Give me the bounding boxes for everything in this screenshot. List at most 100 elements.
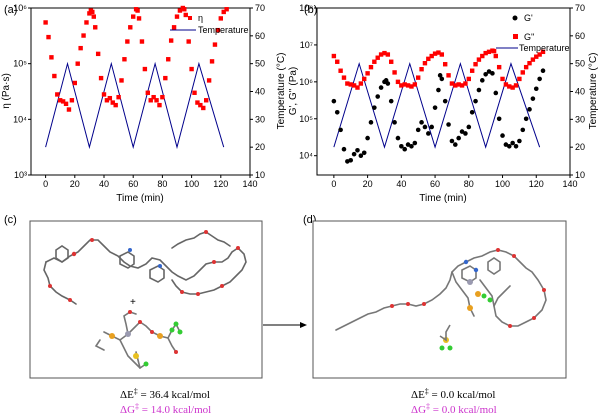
data-point	[422, 60, 428, 66]
plus-sign-c: +	[130, 297, 136, 308]
data-point	[63, 101, 69, 107]
data-point	[135, 8, 140, 13]
x-axis-label-a: Time (min)	[116, 193, 163, 204]
data-point	[540, 68, 546, 74]
x-tick-label: 60	[430, 179, 440, 189]
data-point	[91, 14, 96, 19]
temperature-line-a	[45, 61, 225, 150]
x-tick-label: 20	[70, 179, 80, 189]
data-point	[49, 55, 54, 60]
legend-label-eta-a: η	[198, 13, 203, 23]
data-point	[446, 73, 451, 78]
data-point	[148, 98, 153, 103]
complex-sulfonate-d	[439, 324, 451, 342]
data-point	[459, 83, 465, 88]
data-point	[95, 51, 101, 57]
data-point	[456, 82, 461, 87]
data-point	[104, 98, 110, 103]
data-point	[375, 94, 381, 99]
data-point	[463, 81, 468, 86]
energy-dg-c: ΔG‡ = 14.0 kcal/mol	[120, 402, 211, 416]
data-point	[392, 70, 397, 75]
data-point	[479, 78, 485, 83]
temperature-line	[45, 61, 225, 150]
y2-axis-label-a: Temperature (°C)	[276, 53, 287, 130]
data-point	[453, 142, 458, 147]
data-point	[473, 62, 478, 67]
data-point	[107, 95, 113, 101]
data-point	[533, 86, 539, 92]
data-point	[189, 66, 194, 72]
data-point	[415, 127, 421, 133]
data-point	[399, 143, 404, 149]
y2-tick-label: 50	[255, 59, 265, 69]
y2-tick-label: 20	[255, 142, 265, 152]
chart-a: (a) 0 20 40 60 80 100 120 140 10³ 10⁴ 10⁵ 10⁶ 10 20…	[1, 3, 287, 204]
y-tick-label: 10⁷	[300, 40, 313, 50]
data-point	[182, 7, 187, 12]
data-point	[87, 11, 92, 16]
data-point	[389, 59, 394, 64]
x-tick-label: 60	[128, 179, 138, 189]
data-point	[473, 98, 478, 104]
data-point	[385, 52, 391, 57]
y2-tick-label: 10	[575, 170, 585, 180]
data-point	[513, 143, 519, 149]
data-point	[72, 80, 77, 86]
data-point	[355, 147, 360, 153]
data-point	[351, 151, 357, 157]
data-point	[331, 53, 337, 59]
molecule-atoms-c	[48, 230, 240, 302]
data-point	[195, 100, 200, 105]
x-ticks-b: 0 20 40 60 80 100 120 140	[331, 175, 578, 189]
data-point	[439, 52, 445, 57]
data-point	[534, 54, 539, 59]
data-point	[355, 85, 360, 90]
data-point	[449, 81, 455, 86]
data-point	[422, 124, 428, 130]
y-tick-label: 10⁴	[299, 151, 313, 161]
data-point	[537, 76, 542, 82]
data-point	[419, 120, 424, 125]
data-point	[131, 14, 136, 19]
data-point	[125, 39, 130, 44]
temperature-line	[333, 61, 541, 149]
data-point	[540, 49, 546, 55]
data-point	[198, 102, 203, 108]
y2-tick-label: 30	[575, 114, 585, 124]
data-point	[399, 83, 404, 88]
data-point	[503, 82, 509, 87]
data-point	[168, 38, 174, 43]
data-point	[480, 53, 485, 59]
data-point	[395, 135, 401, 141]
data-point	[201, 105, 206, 111]
data-point	[419, 67, 424, 72]
data-point	[58, 98, 63, 103]
data-point	[412, 82, 418, 87]
data-point	[338, 127, 343, 133]
data-point	[496, 116, 502, 122]
legend-label-temperature-a: Temperature	[198, 25, 249, 35]
data-point	[483, 50, 488, 56]
data-point	[466, 76, 471, 82]
data-point	[378, 52, 384, 57]
y2-ticks-b: 10 20 30 40 50 60 70	[570, 3, 585, 180]
data-point	[177, 8, 183, 13]
legend-label-g-double-prime-b: G''	[524, 32, 535, 42]
structure-frame-d	[312, 220, 567, 379]
energy-dg-d: ΔG‡ = 0.0 kcal/mol	[411, 402, 497, 416]
g-double-prime-series-b	[331, 48, 546, 90]
data-point	[429, 124, 434, 130]
data-point	[218, 16, 223, 21]
data-point	[520, 127, 526, 133]
data-point	[90, 9, 95, 15]
data-point	[110, 100, 115, 105]
data-point	[338, 68, 343, 73]
data-point	[395, 79, 401, 85]
data-point	[437, 73, 443, 78]
data-point	[372, 105, 377, 110]
data-point	[60, 99, 66, 104]
y-axis-label-a: η (Pa·s)	[1, 73, 12, 109]
legend-label-g-prime-b: G'	[524, 13, 533, 23]
